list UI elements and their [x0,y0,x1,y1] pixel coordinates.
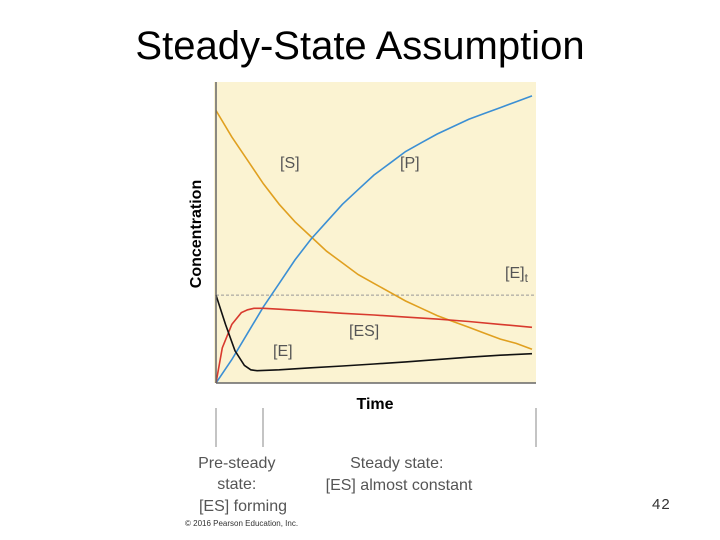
enzyme-total-label: [E]t [505,265,529,285]
phase-pre-steady-line-3: [ES] forming [199,498,287,515]
phase-steady-label: Steady state: [ES] almost constant [326,455,473,494]
copyright-notice: © 2016 Pearson Education, Inc. [185,519,298,528]
series-layer: [S] [P][ES][E][E]t [215,95,536,384]
phase-pre-steady-label: Pre-steady state: [ES] forming [198,455,287,515]
x-axis-label: Time [356,396,393,413]
free-enzyme-series-line [215,294,533,372]
phase-steady-line-1: Steady state: [350,455,443,472]
enzyme-total-label-main: [E] [505,265,525,282]
product-series-line [215,95,533,384]
y-axis-label: Concentration [188,180,205,288]
page-number: 42 [652,496,671,513]
slide-title: Steady-State Assumption [135,24,585,68]
enzyme-total-label-subscript: t [525,271,529,285]
substrate-series-line [215,110,533,351]
substrate-series-label: [S] [280,155,300,172]
phase-pre-steady-line-1: Pre-steady [198,455,275,472]
phase-steady-line-2: [ES] almost constant [326,477,473,494]
product-series-label: [P] [400,155,420,172]
enzyme-substrate-complex-series-label: [ES] [349,323,379,340]
enzyme-substrate-complex-series-line [215,307,533,384]
free-enzyme-series-label: [E] [273,343,293,360]
phase-layer: Pre-steady state: [ES] forming Steady st… [198,408,537,515]
phase-pre-steady-line-2: state: [217,476,256,493]
